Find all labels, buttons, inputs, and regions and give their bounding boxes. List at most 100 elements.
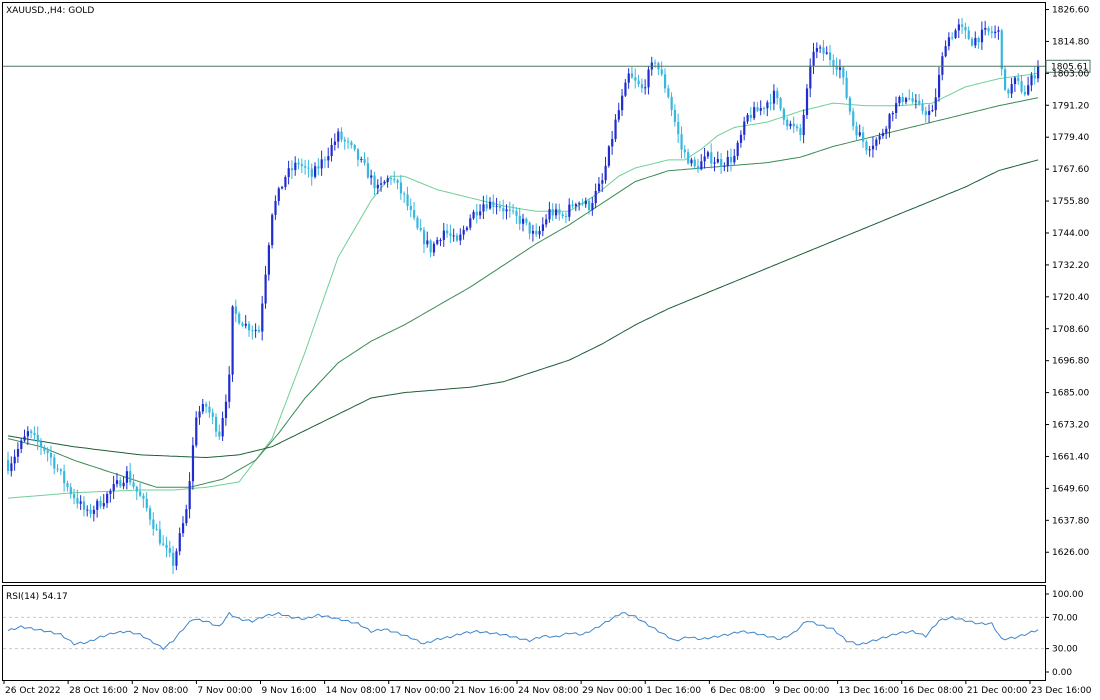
candle-body	[432, 243, 436, 253]
candle-body	[607, 146, 611, 166]
candle-body	[970, 38, 974, 46]
rsi-axis: 100.00 70.00 30.00 0.00	[1045, 590, 1084, 678]
candle-body	[168, 548, 171, 553]
candle-body	[366, 163, 370, 178]
candle-body	[201, 404, 204, 412]
candle-body	[1010, 84, 1013, 94]
candle-body	[393, 178, 396, 181]
candle-body	[488, 201, 492, 209]
candle-body	[492, 201, 495, 207]
candle-body	[515, 210, 518, 216]
candle-body	[918, 100, 921, 104]
candle-body	[961, 24, 964, 27]
candle-body	[931, 110, 934, 112]
price-tick-label: 1720.40	[1052, 293, 1089, 303]
candle-body	[317, 166, 320, 169]
candle-body	[1020, 81, 1023, 92]
candle-body	[845, 77, 848, 98]
candle-body	[997, 30, 1000, 32]
candle-body	[356, 149, 360, 160]
candle-body	[373, 175, 376, 189]
candle-body	[875, 139, 878, 146]
price-tick-label: 1744.00	[1052, 229, 1089, 239]
candle-body	[224, 401, 228, 419]
candle-body	[399, 182, 403, 194]
candle-body	[802, 114, 805, 136]
candle-body	[630, 73, 634, 78]
candle-body	[541, 224, 545, 231]
candle-body	[40, 441, 43, 448]
time-tick-label: 23 Dec 16:00	[1031, 686, 1092, 696]
candle-body	[465, 227, 469, 230]
candle-body	[23, 436, 26, 441]
candle-body	[76, 498, 79, 504]
candle-body	[888, 114, 891, 129]
candle-body	[455, 235, 459, 241]
time-tick-label: 6 Dec 08:00	[710, 686, 765, 696]
candle-body	[294, 162, 297, 171]
candle-body	[7, 460, 10, 472]
candle-body	[502, 207, 505, 212]
candle-body	[911, 98, 914, 102]
price-tick-label: 1685.00	[1052, 389, 1089, 399]
candle-body	[347, 141, 350, 143]
candle-body	[310, 168, 313, 177]
candle-body	[624, 82, 627, 96]
candle-body	[594, 190, 597, 204]
price-tick-label: 1791.20	[1052, 101, 1089, 111]
candle-body	[162, 543, 165, 545]
candle-body	[247, 323, 251, 331]
main-plot-frame	[2, 2, 1046, 583]
candle-body	[406, 194, 409, 206]
candle-body	[522, 218, 525, 224]
candle-body	[914, 100, 918, 102]
candle-body	[333, 141, 337, 145]
rsi-title: RSI(14) 54.17	[6, 592, 68, 602]
candle-body	[720, 159, 723, 167]
rsi-plot-frame	[2, 585, 1046, 681]
candle-body	[191, 445, 195, 482]
candle-body	[330, 144, 333, 157]
candle-body	[974, 38, 977, 46]
candle-body	[16, 448, 20, 457]
candle-body	[848, 97, 852, 112]
candle-body	[693, 159, 696, 167]
candle-body	[389, 178, 393, 180]
candle-body	[241, 323, 244, 326]
candle-body	[46, 450, 49, 453]
candle-body	[627, 73, 630, 83]
candle-body	[290, 168, 294, 171]
price-tick-label: 1649.60	[1052, 484, 1089, 494]
candle-body	[1013, 77, 1017, 85]
candle-body	[238, 313, 241, 324]
candle-body	[792, 123, 795, 127]
candle-body	[314, 166, 317, 177]
candle-body	[951, 37, 954, 39]
candle-body	[323, 159, 327, 161]
candle-body	[1000, 30, 1003, 70]
candle-body	[977, 38, 980, 43]
rsi-line	[7, 611, 1039, 651]
candle-body	[145, 498, 148, 509]
price-tick-label: 1755.80	[1052, 197, 1089, 207]
candle-body	[505, 209, 508, 212]
candle-body	[924, 111, 927, 116]
candle-body	[980, 29, 984, 43]
candle-body	[320, 159, 323, 169]
candle-body	[472, 211, 475, 219]
candle-body	[43, 447, 46, 451]
time-tick-label: 17 Nov 00:00	[390, 686, 451, 696]
candle-body	[561, 214, 564, 216]
candle-body	[221, 418, 224, 437]
candle-body	[852, 111, 855, 127]
rsi-tick-label: 30.00	[1052, 645, 1078, 655]
candle-body	[350, 142, 353, 146]
candle-body	[1003, 69, 1007, 90]
candle-body	[531, 230, 535, 234]
candle-body	[376, 184, 379, 189]
candle-body	[634, 77, 637, 81]
rsi-tick-label: 70.00	[1052, 613, 1078, 623]
price-tick-label: 1767.60	[1052, 165, 1089, 175]
price-tick-label: 1637.80	[1052, 516, 1089, 526]
